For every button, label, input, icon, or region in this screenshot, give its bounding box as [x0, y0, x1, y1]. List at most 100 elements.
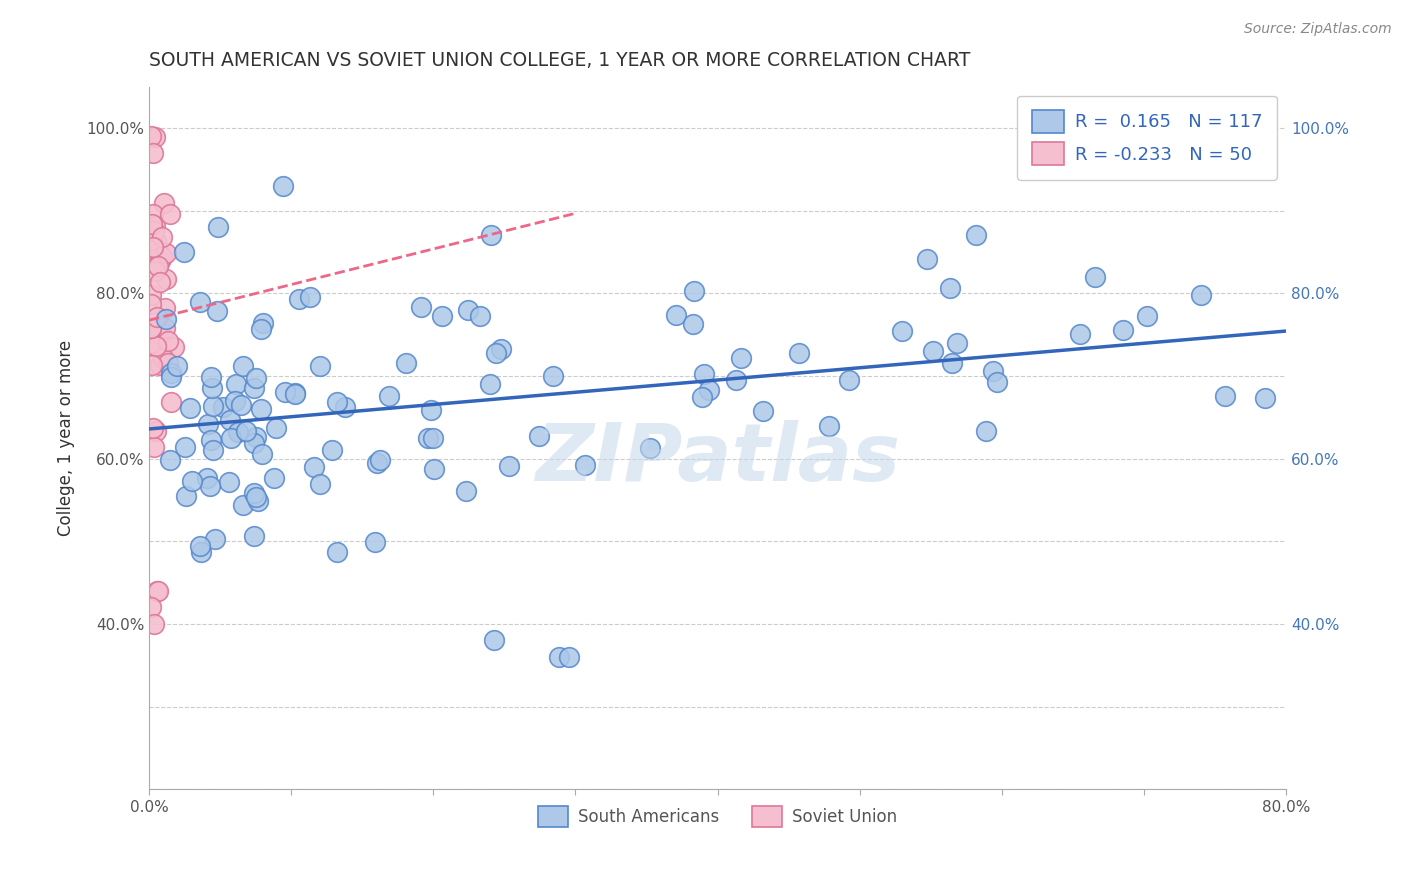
- Point: [146, 583, 169, 598]
- Point: [200, 370, 222, 384]
- Point: [917, 252, 939, 266]
- Point: [547, 649, 569, 664]
- Point: [838, 374, 860, 388]
- Point: [225, 377, 247, 392]
- Point: [155, 312, 177, 326]
- Point: [153, 195, 176, 210]
- Point: [145, 339, 167, 353]
- Point: [142, 207, 165, 221]
- Point: [153, 321, 176, 335]
- Point: [205, 304, 228, 318]
- Point: [219, 413, 242, 427]
- Point: [150, 230, 173, 244]
- Point: [141, 331, 163, 345]
- Point: [142, 440, 165, 454]
- Point: [148, 244, 170, 259]
- Point: [245, 371, 267, 385]
- Point: [202, 399, 225, 413]
- Point: [457, 303, 479, 318]
- Point: [149, 321, 172, 335]
- Point: [190, 545, 212, 559]
- Point: [212, 400, 235, 414]
- Point: [690, 390, 713, 404]
- Point: [139, 297, 162, 311]
- Point: [527, 429, 550, 443]
- Point: [665, 308, 688, 322]
- Point: [142, 145, 165, 160]
- Point: [142, 240, 165, 254]
- Point: [692, 367, 714, 381]
- Text: SOUTH AMERICAN VS SOVIET UNION COLLEGE, 1 YEAR OR MORE CORRELATION CHART: SOUTH AMERICAN VS SOVIET UNION COLLEGE, …: [149, 51, 970, 70]
- Point: [1189, 287, 1212, 301]
- Point: [243, 436, 266, 450]
- Point: [201, 381, 224, 395]
- Point: [366, 456, 388, 470]
- Point: [246, 494, 269, 508]
- Point: [986, 375, 1008, 389]
- Point: [939, 281, 962, 295]
- Point: [243, 486, 266, 500]
- Text: Source: ZipAtlas.com: Source: ZipAtlas.com: [1244, 22, 1392, 37]
- Point: [288, 292, 311, 306]
- Point: [730, 351, 752, 365]
- Point: [479, 376, 502, 391]
- Point: [1112, 323, 1135, 337]
- Point: [283, 386, 305, 401]
- Point: [143, 264, 166, 278]
- Point: [139, 336, 162, 351]
- Point: [173, 441, 195, 455]
- Point: [1084, 270, 1107, 285]
- Point: [395, 356, 418, 370]
- Point: [143, 219, 166, 233]
- Point: [423, 462, 446, 476]
- Point: [299, 290, 322, 304]
- Point: [243, 529, 266, 543]
- Point: [232, 359, 254, 373]
- Point: [139, 287, 162, 301]
- Point: [574, 458, 596, 472]
- Point: [498, 459, 520, 474]
- Point: [155, 272, 177, 286]
- Point: [139, 320, 162, 334]
- Point: [156, 334, 179, 348]
- Point: [250, 322, 273, 336]
- Point: [145, 234, 167, 248]
- Point: [543, 368, 565, 383]
- Point: [159, 369, 181, 384]
- Point: [155, 246, 177, 260]
- Point: [249, 401, 271, 416]
- Point: [146, 310, 169, 324]
- Point: [148, 254, 170, 268]
- Point: [252, 447, 274, 461]
- Point: [146, 324, 169, 338]
- Point: [141, 233, 163, 247]
- Point: [981, 364, 1004, 378]
- Point: [153, 301, 176, 315]
- Point: [152, 330, 174, 344]
- Point: [479, 228, 502, 243]
- Point: [195, 471, 218, 485]
- Point: [152, 351, 174, 365]
- Point: [416, 431, 439, 445]
- Point: [224, 394, 246, 409]
- Point: [485, 346, 508, 360]
- Point: [207, 220, 229, 235]
- Point: [143, 130, 166, 145]
- Point: [1136, 309, 1159, 323]
- Point: [197, 417, 219, 431]
- Point: [243, 381, 266, 395]
- Point: [273, 178, 295, 193]
- Point: [200, 433, 222, 447]
- Legend: South Americans, Soviet Union: South Americans, Soviet Union: [531, 799, 904, 834]
- Point: [470, 310, 492, 324]
- Point: [682, 317, 704, 331]
- Point: [232, 498, 254, 512]
- Point: [159, 453, 181, 467]
- Point: [145, 424, 167, 438]
- Point: [751, 404, 773, 418]
- Point: [245, 430, 267, 444]
- Point: [409, 301, 432, 315]
- Point: [173, 244, 195, 259]
- Point: [304, 459, 326, 474]
- Point: [308, 359, 330, 373]
